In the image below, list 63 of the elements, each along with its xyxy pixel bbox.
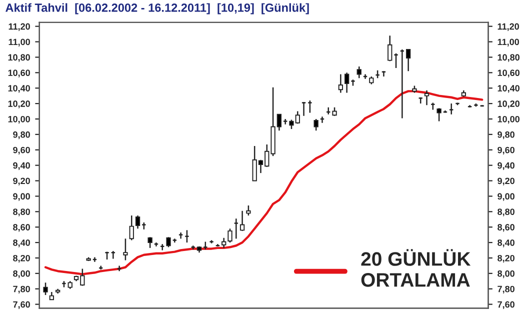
y-tick-label: 8,00 (498, 270, 514, 278)
candlestick (338, 74, 344, 94)
y2-tick-label: 11,20 (8, 23, 30, 31)
y-tick-label: 10,20 (498, 100, 520, 108)
candlestick (240, 210, 245, 232)
y-tick-label: 8,20 (498, 254, 514, 263)
candlestick (424, 90, 430, 106)
y-tick-label: 10,40 (498, 85, 520, 93)
y2-tick-label: 8,20 (13, 254, 30, 263)
y2-tick-label: 8,80 (13, 208, 30, 216)
candlestick (184, 230, 190, 244)
candlestick (406, 48, 411, 72)
candlestick (388, 34, 392, 62)
y2-tick-label: 10,80 (8, 54, 30, 62)
y-tick-label: 10,80 (498, 54, 520, 62)
candlestick (234, 218, 239, 240)
y-tick-label: 7,80 (498, 286, 514, 294)
y2-tick-label: 8,60 (13, 224, 30, 232)
y-tick-label: 8,80 (498, 208, 514, 216)
candlestick (222, 237, 226, 249)
y2-tick-label: 8,00 (13, 270, 30, 278)
candlestick (344, 72, 350, 94)
y-tick-label: 9,20 (498, 178, 514, 186)
y2-tick-label: 7,60 (13, 301, 30, 309)
y-tick-label: 11,00 (498, 38, 520, 46)
candlestick (246, 204, 251, 216)
chart-title: Aktif Tahvil [06.02.2002 - 16.12.2011] [10,19] [Günlük] (6, 3, 309, 14)
y2-tick-label: 9,60 (13, 146, 30, 155)
candlestick (135, 214, 140, 230)
candlestick (301, 101, 306, 117)
y2-tick-label: 7,80 (13, 286, 30, 294)
y-tick-label: 10,00 (498, 116, 520, 124)
y-tick-label: 8,60 (498, 224, 514, 232)
candlestick (307, 100, 312, 114)
candlestick (129, 214, 134, 241)
y-tick-label: 10,60 (498, 70, 520, 78)
y2-tick-label: 9,20 (13, 178, 30, 186)
candlestick (43, 282, 48, 296)
y-tick-label: 9,60 (498, 146, 514, 155)
y2-tick-label: 10,00 (8, 116, 30, 124)
y2-tick-label: 9,80 (13, 131, 30, 140)
y2-tick-label: 9,00 (13, 193, 30, 201)
y2-tick-label: 10,40 (8, 85, 30, 93)
y-tick-label: 9,80 (498, 131, 514, 140)
y-tick-label: 9,40 (498, 162, 514, 170)
y2-tick-label: 10,60 (8, 70, 30, 78)
y2-tick-label: 8,40 (13, 239, 30, 248)
y-tick-label: 11,20 (498, 23, 520, 31)
y2-tick-label: 9,40 (13, 162, 30, 170)
candlestick (228, 228, 232, 244)
y-tick-label: 9,00 (498, 193, 514, 201)
candlestick (448, 102, 454, 115)
candlestick (356, 66, 362, 79)
candlestick (166, 236, 171, 248)
y-tick-label: 8,40 (498, 239, 514, 248)
candlestick (148, 236, 152, 249)
y-tick-label: 7,60 (498, 301, 514, 309)
legend-label: 20 GÜNLÜK ORTALAMA (361, 249, 471, 287)
candlestick (314, 118, 318, 132)
y2-tick-label: 10,20 (8, 100, 30, 108)
candlestick (123, 238, 128, 261)
candlestick (436, 108, 442, 122)
y2-tick-label: 11,00 (8, 38, 30, 46)
